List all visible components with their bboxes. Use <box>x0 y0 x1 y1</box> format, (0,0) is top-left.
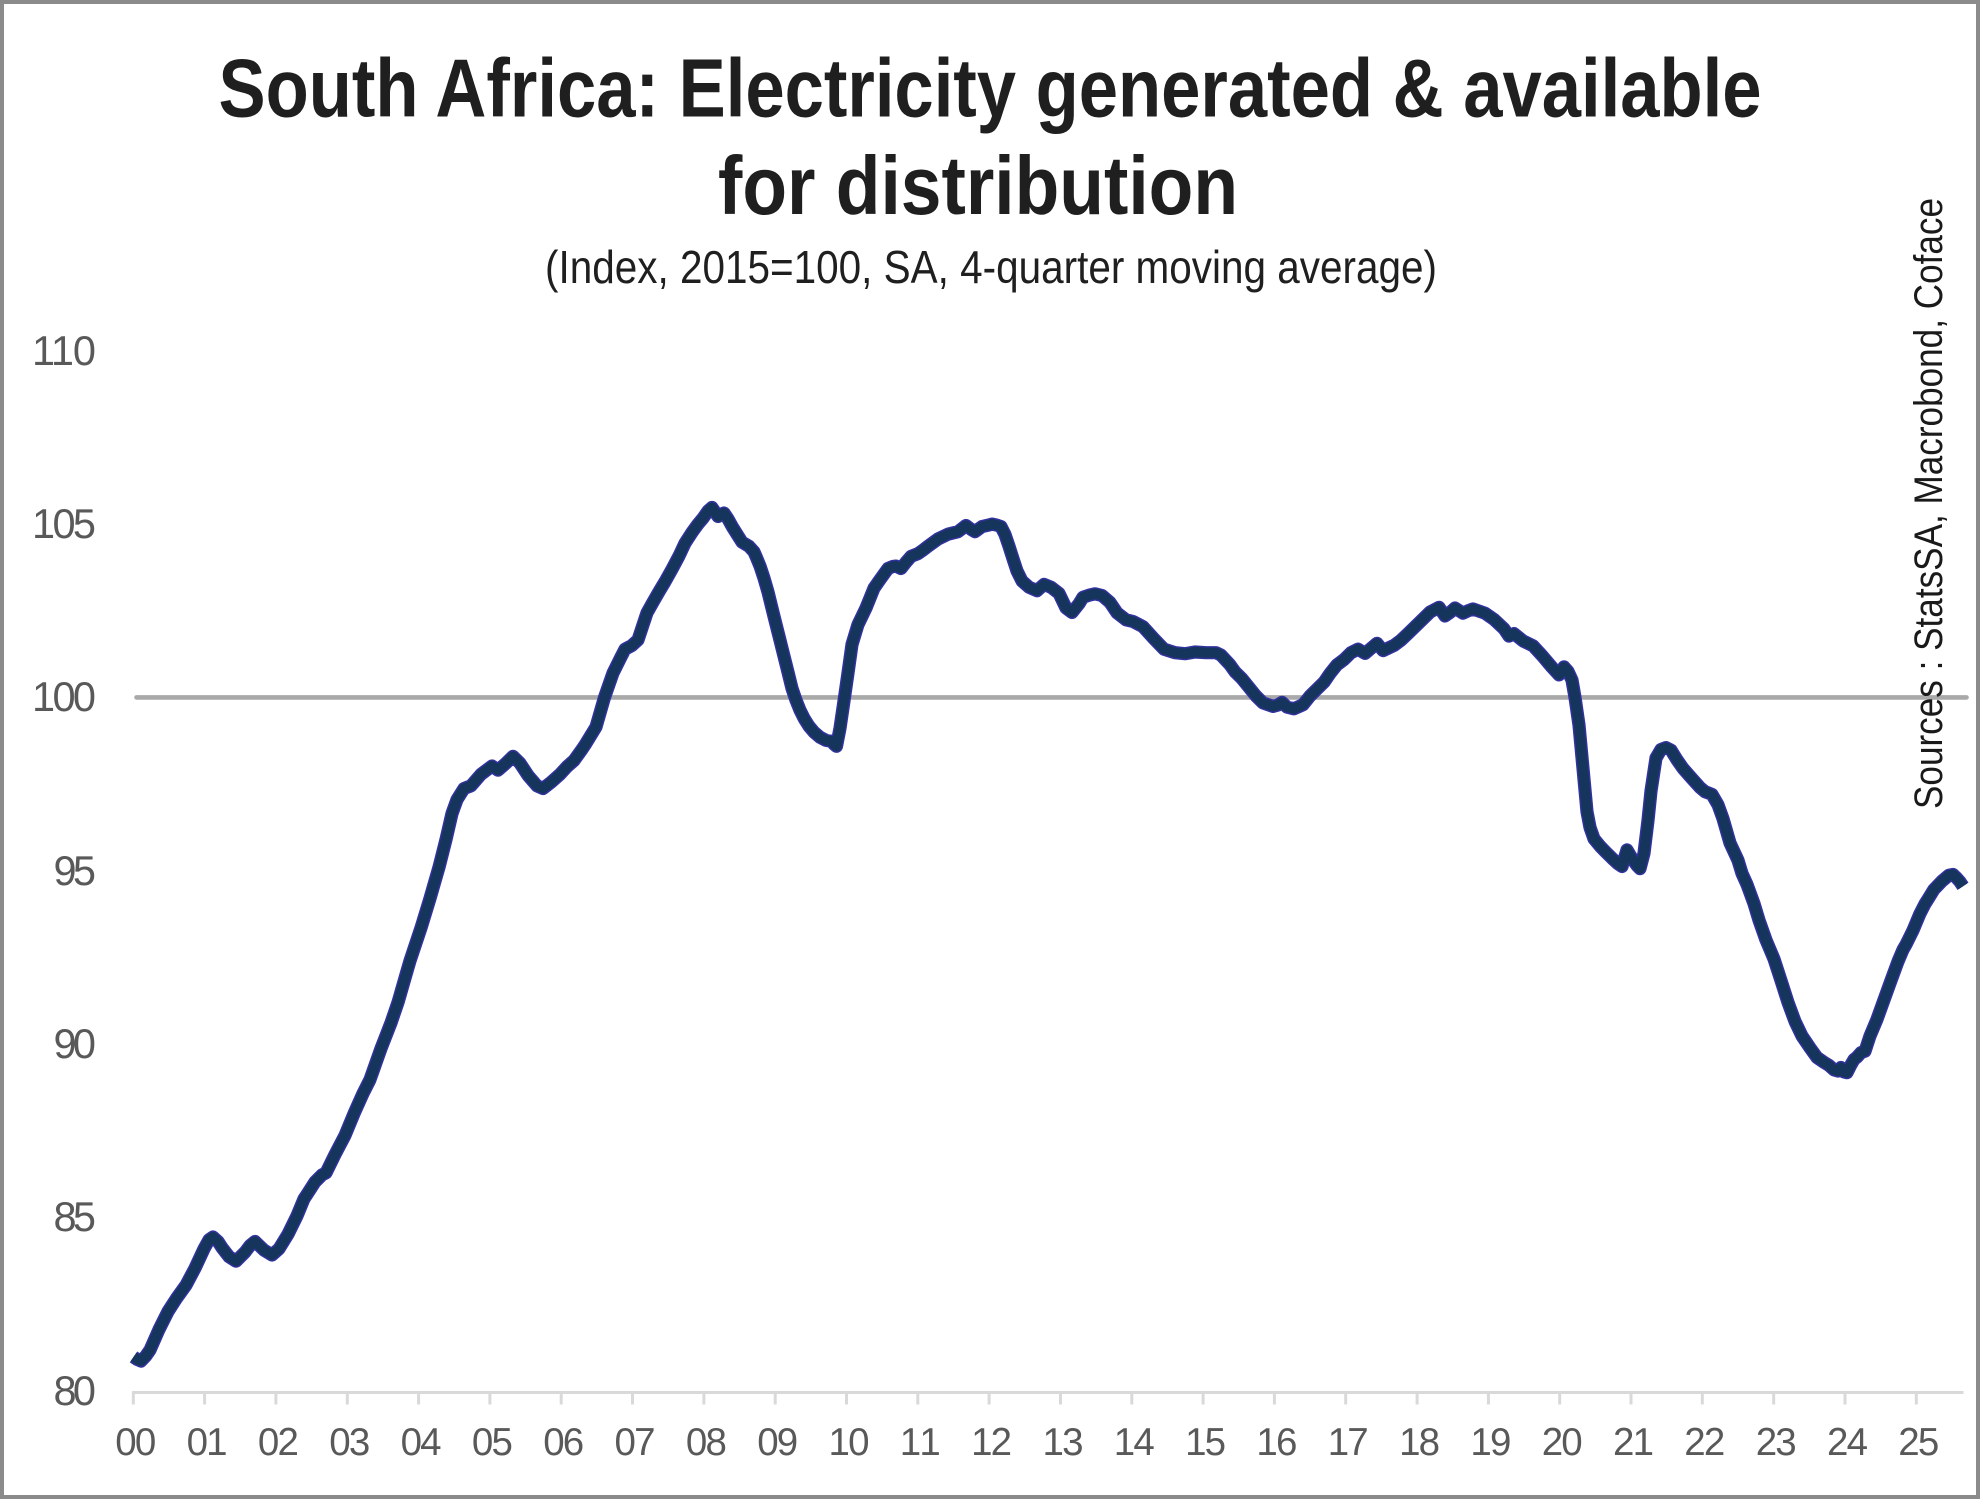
svg-text:15: 15 <box>1185 1421 1226 1464</box>
svg-text:12: 12 <box>971 1421 1012 1464</box>
svg-text:10: 10 <box>829 1421 870 1464</box>
svg-text:80: 80 <box>54 1367 97 1414</box>
svg-text:05: 05 <box>472 1421 513 1464</box>
svg-text:04: 04 <box>401 1421 442 1464</box>
svg-text:18: 18 <box>1399 1421 1440 1464</box>
svg-text:South Africa: Electricity gene: South Africa: Electricity generated & av… <box>219 42 1762 135</box>
svg-text:07: 07 <box>615 1421 656 1464</box>
svg-text:03: 03 <box>329 1421 370 1464</box>
svg-text:20: 20 <box>1542 1421 1583 1464</box>
svg-text:100: 100 <box>32 673 96 720</box>
svg-text:for distribution: for distribution <box>718 139 1238 232</box>
svg-text:09: 09 <box>757 1421 798 1464</box>
svg-text:13: 13 <box>1043 1421 1084 1464</box>
svg-text:25: 25 <box>1898 1421 1939 1464</box>
svg-text:17: 17 <box>1328 1421 1369 1464</box>
svg-text:16: 16 <box>1256 1421 1297 1464</box>
svg-text:105: 105 <box>32 500 96 547</box>
svg-text:14: 14 <box>1114 1421 1155 1464</box>
svg-text:22: 22 <box>1684 1421 1725 1464</box>
svg-text:01: 01 <box>187 1421 228 1464</box>
svg-text:23: 23 <box>1756 1421 1797 1464</box>
svg-text:02: 02 <box>258 1421 299 1464</box>
svg-text:110: 110 <box>32 327 96 374</box>
svg-text:00: 00 <box>115 1421 156 1464</box>
svg-text:Sources : StatsSA, Macrobond,: Sources : StatsSA, Macrobond, Coface <box>1907 198 1951 809</box>
svg-text:08: 08 <box>686 1421 727 1464</box>
svg-text:21: 21 <box>1613 1421 1654 1464</box>
svg-text:11: 11 <box>900 1421 941 1464</box>
svg-text:(Index, 2015=100, SA, 4-quarte: (Index, 2015=100, SA, 4-quarter moving a… <box>545 241 1437 293</box>
svg-text:19: 19 <box>1470 1421 1511 1464</box>
svg-text:90: 90 <box>54 1020 97 1067</box>
svg-text:95: 95 <box>54 847 97 894</box>
svg-text:24: 24 <box>1827 1421 1868 1464</box>
svg-text:85: 85 <box>54 1193 97 1240</box>
svg-text:06: 06 <box>543 1421 584 1464</box>
